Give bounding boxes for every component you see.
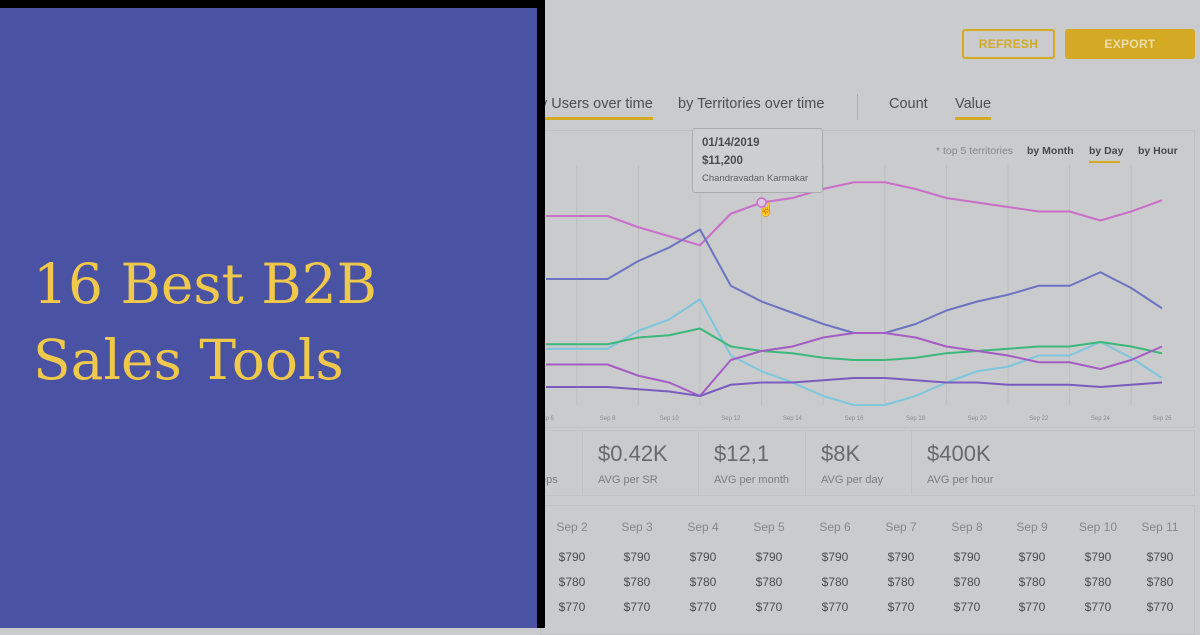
- x-tick-label: Sep 22: [1029, 416, 1049, 422]
- top-border: [0, 0, 545, 8]
- x-tick-label: Sep 18: [906, 416, 926, 422]
- column-header: Sep 4: [687, 520, 719, 534]
- table-cell: $770: [1018, 600, 1046, 614]
- chart-note: * top 5 territories: [936, 145, 1014, 157]
- table-cell: $790: [887, 550, 915, 564]
- stat-value: $12,1: [714, 441, 770, 466]
- table-cell: $770: [755, 600, 783, 614]
- granularity-by-day[interactable]: by Day: [1089, 145, 1124, 157]
- series-line-4[interactable]: [546, 332, 1163, 397]
- table-cell: $780: [1018, 575, 1046, 589]
- active-tab-underline: [545, 117, 653, 120]
- table-cell: $780: [689, 575, 717, 589]
- tab-divider: [857, 94, 858, 120]
- tab-users-over-time[interactable]: y Users over time: [540, 96, 653, 112]
- x-tick-label: Sep 12: [721, 416, 741, 422]
- x-tick-label: Sep 26: [1152, 416, 1172, 422]
- table-cell: $770: [623, 600, 651, 614]
- table-cell: $790: [689, 550, 717, 564]
- table-cell: $790: [623, 550, 651, 564]
- table-cell: $780: [1146, 575, 1174, 589]
- table-cell: $790: [1084, 550, 1112, 564]
- tab-value[interactable]: Value: [955, 96, 992, 112]
- granularity-by-month[interactable]: by Month: [1027, 145, 1074, 157]
- column-header: Sep 5: [753, 520, 785, 534]
- table-cell: $770: [689, 600, 717, 614]
- table-cell: $780: [1084, 575, 1112, 589]
- stat-divider: [911, 430, 912, 495]
- table-cell: $790: [1146, 550, 1174, 564]
- column-header: Sep 10: [1078, 520, 1118, 534]
- column-header: Sep 9: [1016, 520, 1048, 534]
- table-cell: $770: [1146, 600, 1174, 614]
- table-cell: $790: [558, 550, 586, 564]
- table-cell: $770: [821, 600, 849, 614]
- headline-line-2: Sales Tools: [33, 328, 344, 392]
- stat-label: AVG per day: [821, 474, 884, 486]
- stat-divider: [805, 430, 806, 495]
- stat-value: $400K: [927, 441, 991, 466]
- granularity-underline: [1089, 161, 1120, 163]
- x-tick-label: Sep 8: [600, 416, 616, 422]
- stat-label: AVG per hour: [927, 474, 994, 486]
- hover-point[interactable]: [756, 197, 767, 208]
- tab-count[interactable]: Count: [889, 96, 928, 112]
- title-overlay: [0, 8, 537, 628]
- hand-cursor-icon: ☝: [758, 202, 775, 217]
- column-header: Sep 3: [621, 520, 653, 534]
- headline-line-1: 16 Best B2B: [33, 252, 378, 316]
- stat-label: AVG per month: [714, 474, 789, 486]
- column-header: Sep 6: [819, 520, 851, 534]
- series-line-0[interactable]: [546, 181, 1163, 247]
- table-cell: $790: [821, 550, 849, 564]
- column-header: Sep 2: [556, 520, 588, 534]
- tooltip-name: Chandravadan Karmakar: [702, 173, 809, 184]
- stat-value: $8K: [821, 441, 861, 466]
- table-cell: $780: [887, 575, 915, 589]
- series-line-5[interactable]: [546, 377, 1163, 397]
- column-header: Sep 7: [885, 520, 917, 534]
- refresh-button[interactable]: REFRESH: [962, 29, 1055, 59]
- x-tick-label: Sep 14: [783, 416, 803, 422]
- table-cell: $790: [953, 550, 981, 564]
- x-tick-label: Sep 16: [844, 416, 864, 422]
- series-line-2[interactable]: [546, 298, 1163, 406]
- table-cell: $770: [558, 600, 586, 614]
- tooltip-date: 01/14/2019: [702, 137, 760, 149]
- table-cell: $780: [558, 575, 586, 589]
- table-cell: $780: [755, 575, 783, 589]
- table-cell: $780: [953, 575, 981, 589]
- stat-divider: [582, 430, 583, 495]
- x-tick-label: Sep 6: [538, 416, 554, 422]
- divider-strip: [537, 0, 545, 628]
- tooltip-value: $11,200: [702, 155, 743, 167]
- stat-value: $0.42K: [598, 441, 668, 466]
- chart-tooltip: 01/14/2019 $11,200 Chandravadan Karmakar: [692, 128, 823, 193]
- table-cell: $770: [887, 600, 915, 614]
- table-cell: $770: [953, 600, 981, 614]
- table-cell: $770: [1084, 600, 1112, 614]
- tab-territories-over-time[interactable]: by Territories over time: [678, 96, 825, 112]
- x-tick-label: Sep 24: [1091, 416, 1111, 422]
- stat-divider: [698, 430, 699, 495]
- column-header: Sep 8: [951, 520, 983, 534]
- series-line-3[interactable]: [546, 327, 1163, 361]
- headline: 16 Best B2B Sales Tools: [33, 246, 377, 398]
- active-metric-underline: [955, 117, 991, 120]
- export-button[interactable]: EXPORT: [1065, 29, 1195, 59]
- granularity-by-hour[interactable]: by Hour: [1138, 145, 1178, 157]
- table-cell: $790: [755, 550, 783, 564]
- column-header: Sep 11: [1141, 520, 1179, 534]
- table-cell: $780: [623, 575, 651, 589]
- x-tick-label: Sep 10: [660, 416, 680, 422]
- stat-label: AVG per SR: [598, 474, 658, 486]
- x-tick-label: Sep 20: [968, 416, 988, 422]
- table-cell: $790: [1018, 550, 1046, 564]
- table-cell: $780: [821, 575, 849, 589]
